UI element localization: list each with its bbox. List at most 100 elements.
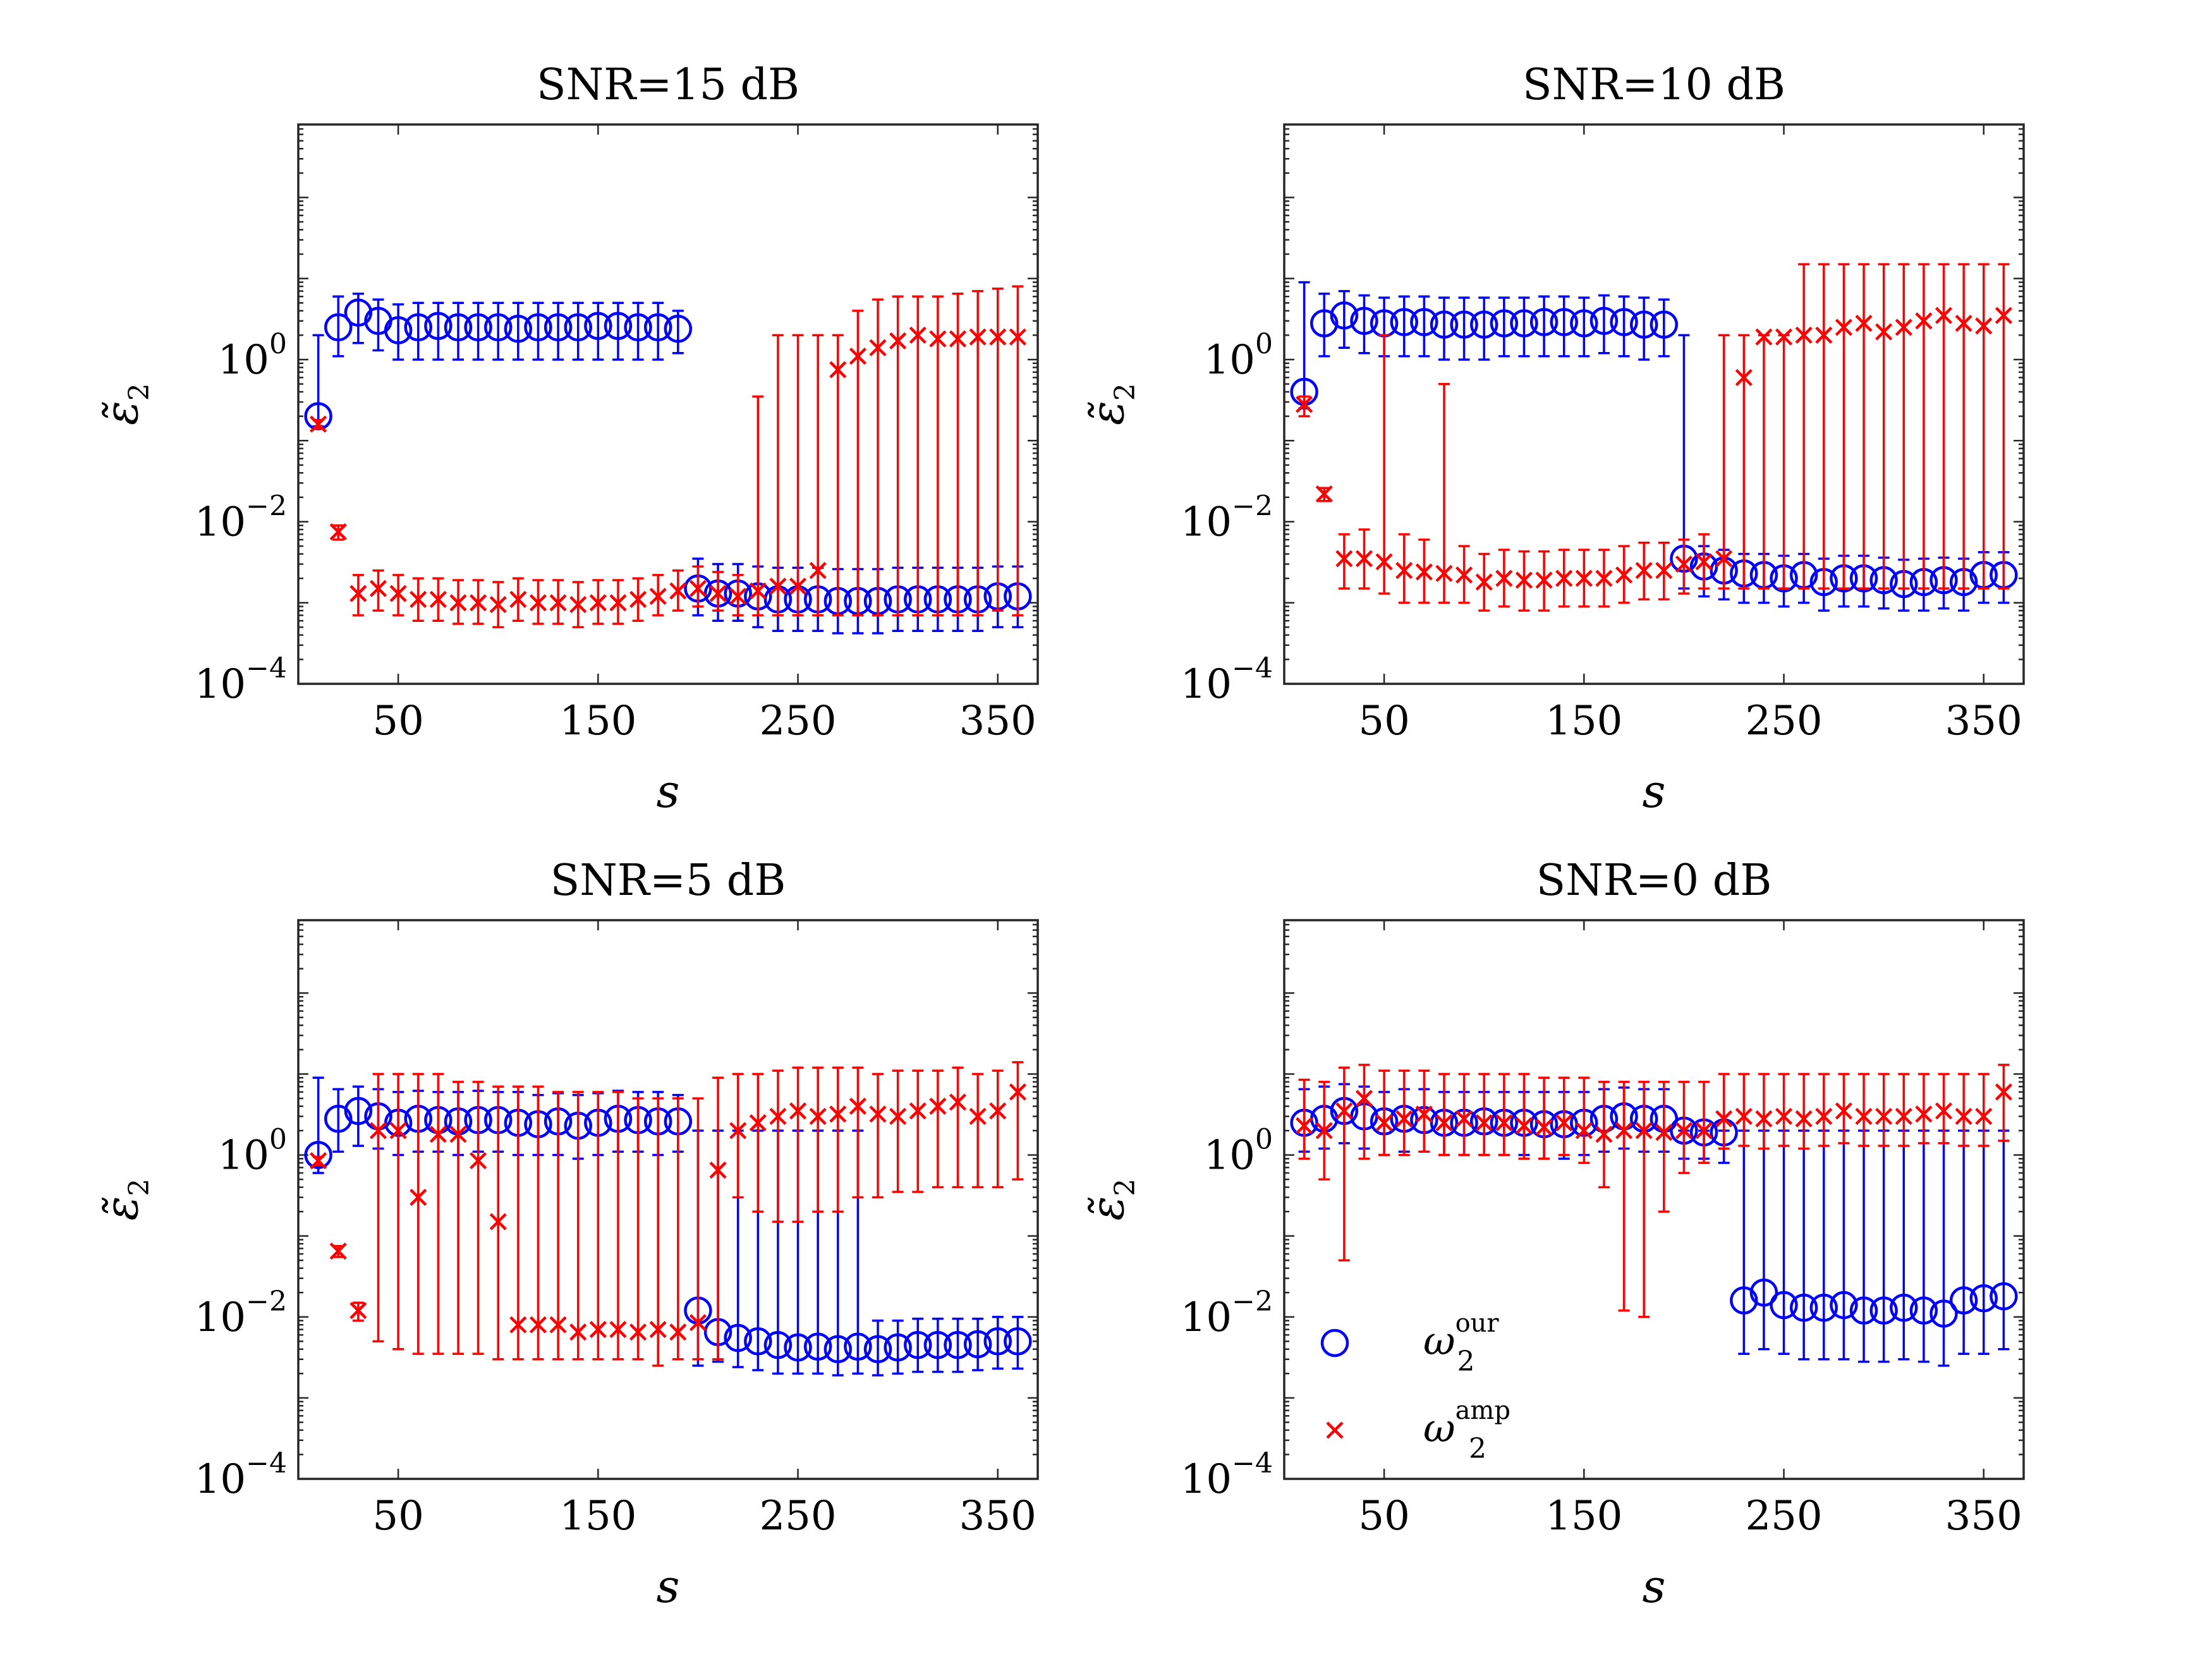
error-bar [1778,1129,1790,1355]
data-point-circle [1809,1293,1838,1322]
error-bar [1998,263,2010,590]
data-point-circle [1510,309,1538,337]
data-point-x [1575,569,1593,587]
data-point-x [349,1302,367,1320]
data-point-x [1895,319,1912,336]
error-bar [772,334,784,617]
error-bar [992,1069,1004,1189]
x-tick-label: 350 [1945,698,2022,744]
data-point-circle [1849,1296,1878,1325]
x-tick-label: 350 [959,698,1036,744]
error-bar [952,292,964,617]
data-point-circle [483,313,513,342]
data-point-x [1695,553,1713,571]
data-point-circle [404,313,432,342]
data-point-x [909,326,927,344]
data-point-x [349,585,367,602]
error-bar [852,309,864,617]
data-point-x [769,577,787,595]
data-point-x [1835,319,1853,336]
x-tick-label: 50 [1358,698,1409,744]
axis-ticks [298,125,1038,685]
data-point-x [1795,1110,1813,1127]
error-bar [472,301,484,361]
data-point-x [1995,307,2012,324]
data-point-x [1975,317,1993,335]
error-bar [1578,1076,1590,1164]
data-point-circle [784,1333,812,1362]
data-point-circle [643,313,672,342]
y-tick-label: 10−2 [1181,490,1273,545]
error-bar [1858,1073,1870,1147]
data-point-x [849,1097,867,1115]
axis-ticks [1284,125,2024,685]
data-point-x [1675,1122,1693,1139]
data-point-x [410,1188,427,1206]
error-bar [1478,296,1490,361]
error-bar [872,1319,884,1376]
x-axis-label: s [1643,765,1666,818]
data-point-x [549,594,567,612]
data-point-circle [944,1330,972,1359]
y-axis-label: ε̃2 [1081,1179,1141,1221]
error-bar [1558,1076,1570,1157]
data-point-x [1895,1107,1912,1126]
data-point-circle [464,313,492,342]
panel-3: SNR=5 dB 50 150 250 350 100 10−2 10−4 s ε̃2 [95,856,1039,1613]
error-bar [332,295,344,358]
data-point-circle [763,1330,793,1359]
data-point-x [969,328,987,346]
error-bar [1678,1081,1690,1174]
error-bar [1318,292,1330,358]
error-bar [752,395,764,617]
error-bar [1998,1129,2010,1351]
data-point-x [1555,1114,1573,1132]
error-bar [1538,1076,1550,1160]
data-point-circle [1490,309,1519,337]
data-point-x [989,1102,1007,1120]
data-point-x [1415,1105,1433,1123]
series-amp [1296,1064,2012,1318]
error-bar [1012,1060,1024,1181]
data-point-x [1315,1122,1333,1139]
error-bar [1958,1129,1970,1355]
error-bar [1878,1073,1890,1147]
error-bar [1518,296,1530,358]
data-point-x [1775,328,1793,346]
error-bar [392,1073,404,1351]
data-point-circle [1004,1327,1032,1356]
plot-area [1290,263,2018,612]
error-bar [1558,295,1570,358]
data-point-x [1975,1107,1993,1126]
data-point-x [889,332,907,349]
error-bar [1518,1073,1530,1160]
error-bar [752,1073,764,1213]
error-bar [1658,298,1670,358]
data-point-x [529,594,547,612]
data-point-circle [983,1327,1012,1356]
y-axis-label: ε̃2 [95,383,155,425]
error-bar [1398,295,1410,358]
plot-area [304,1060,1032,1376]
data-point-x [889,1107,907,1126]
data-point-circle [1469,310,1498,339]
axes-frame [1283,123,2025,685]
data-point-x [509,590,527,609]
error-bar [1718,1073,1730,1150]
data-point-x [629,590,647,609]
error-bar [1898,1073,1910,1147]
error-bar [1378,334,1390,595]
data-point-x [1375,553,1393,571]
error-bar [1958,1073,1970,1147]
data-point-x [1615,1122,1633,1139]
error-bar [1578,296,1590,358]
data-point-circle [1990,1282,2018,1311]
data-point-circle [584,312,612,340]
x-axis-label: s [1643,1560,1666,1613]
error-bar [1898,263,1910,590]
data-point-x [669,1323,687,1341]
error-bar [1858,1129,1870,1363]
error-bar [892,1319,904,1375]
x-axis-label: s [657,1560,680,1613]
